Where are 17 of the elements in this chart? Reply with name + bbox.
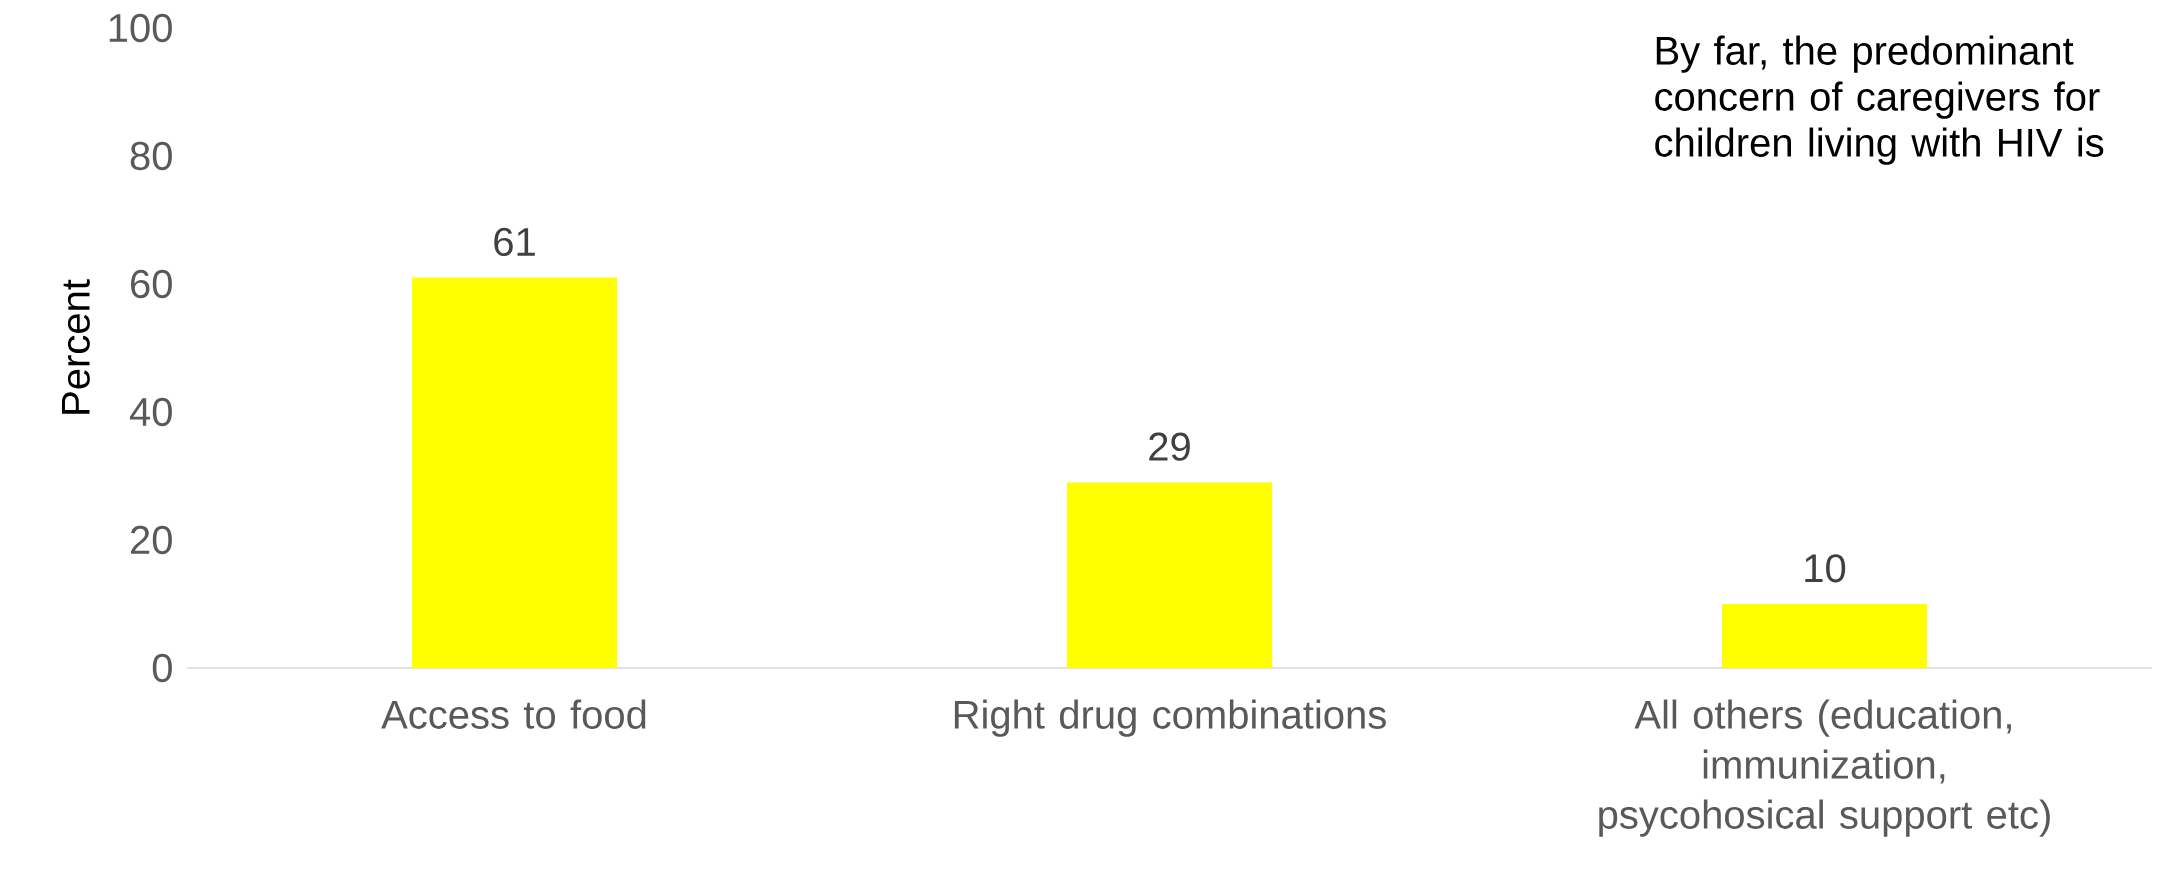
- x-tick-label: All others (education, immunization, psycohosical support etc): [1599, 699, 2050, 837]
- y-tick-label: 80: [130, 141, 172, 171]
- y-tick-label: 20: [131, 525, 172, 555]
- y-axis-title: Percent: [61, 279, 90, 414]
- annotation: By far, the predominant concern of caregivers for children living with HIV is: [1655, 35, 2104, 165]
- x-tick-label: Access to food: [381, 699, 646, 729]
- y-tick-label: 0: [152, 653, 172, 683]
- data-label: 29: [1149, 432, 1190, 461]
- x-tick-label: Right drug combinations: [954, 699, 1386, 737]
- bar: [412, 277, 618, 668]
- y-tick-label: 60: [131, 269, 172, 299]
- bar: [1722, 603, 1928, 668]
- y-tick-label: 100: [109, 13, 172, 43]
- data-label: 61: [494, 227, 535, 257]
- data-label: 10: [1805, 554, 1846, 583]
- y-tick-label: 40: [129, 397, 172, 427]
- bar: [1067, 482, 1273, 668]
